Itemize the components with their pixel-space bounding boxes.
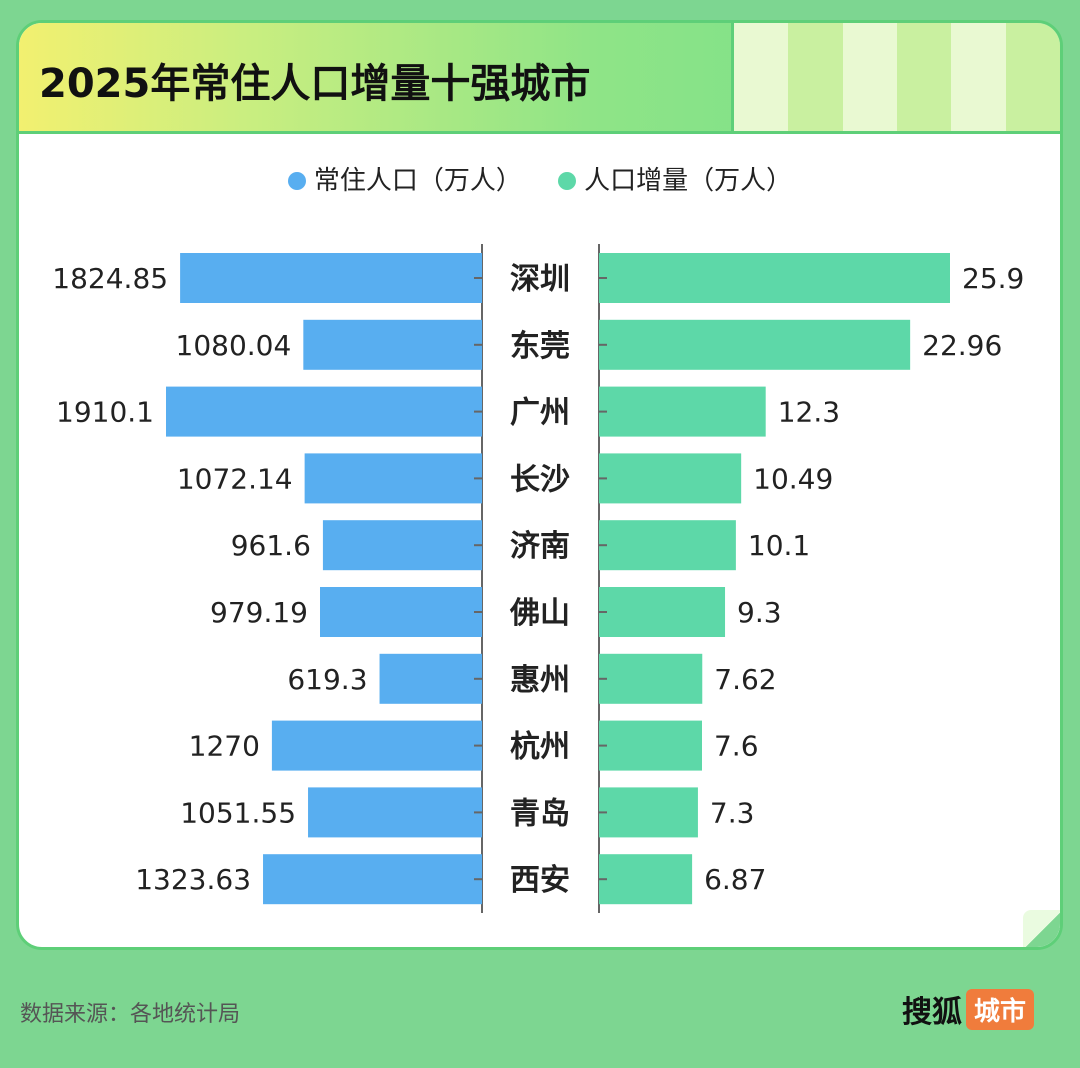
city-label: 东莞 xyxy=(510,329,570,364)
chart-card: 2025年常住人口增量十强城市 xyxy=(16,20,1063,950)
population-value-label: 1080.04 xyxy=(176,329,292,362)
population-bar xyxy=(322,520,482,571)
population-value-label: 1051.55 xyxy=(180,796,296,829)
population-value-label: 1910.1 xyxy=(56,396,154,429)
increase-value-label: 25.9 xyxy=(962,262,1024,295)
increase-value-label: 7.3 xyxy=(710,796,755,829)
population-value-label: 1323.63 xyxy=(135,863,251,896)
increase-bar xyxy=(599,653,703,704)
increase-value-label: 22.96 xyxy=(922,329,1002,362)
population-bar xyxy=(180,253,482,303)
population-bar xyxy=(304,453,482,504)
population-bar xyxy=(303,319,482,370)
legend-label-population: 常住人口（万人） xyxy=(313,166,522,196)
increase-value-label: 6.87 xyxy=(704,863,766,896)
population-bar xyxy=(379,653,482,704)
increase-value-label: 10.1 xyxy=(748,529,810,562)
brand-logo: 搜狐 城市 xyxy=(902,988,1035,1030)
source-note: 数据来源：各地统计局 xyxy=(20,1002,241,1027)
population-bar xyxy=(320,587,482,637)
population-value-label: 1270 xyxy=(189,730,260,763)
brand-tag: 城市 xyxy=(966,988,1035,1030)
population-value-label: 979.19 xyxy=(210,596,308,629)
legend-label-increase: 人口增量（万人） xyxy=(584,166,793,196)
city-label: 济南 xyxy=(510,529,570,564)
increase-bar xyxy=(599,587,726,637)
legend-dot-population xyxy=(287,172,306,190)
population-value-label: 961.6 xyxy=(231,529,311,562)
city-label: 杭州 xyxy=(510,730,570,765)
increase-bar xyxy=(599,319,911,370)
increase-bar xyxy=(599,787,698,838)
legend-item-increase: 人口增量（万人） xyxy=(558,160,792,197)
population-value-label: 1824.85 xyxy=(52,262,168,295)
legend-dot-increase xyxy=(558,172,577,190)
increase-value-label: 12.3 xyxy=(778,396,840,429)
population-bar xyxy=(271,720,482,771)
brand-name: 搜狐 xyxy=(902,995,962,1030)
increase-bar xyxy=(599,520,736,571)
increase-value-label: 9.3 xyxy=(737,596,782,629)
population-value-label: 1072.14 xyxy=(177,462,293,495)
legend-item-population: 常住人口（万人） xyxy=(287,160,522,197)
city-label: 西安 xyxy=(510,863,570,898)
increase-value-label: 10.49 xyxy=(753,462,833,495)
legend: 常住人口（万人） 人口增量（万人） xyxy=(0,160,1080,197)
population-bar xyxy=(263,854,482,905)
header-band: 2025年常住人口增量十强城市 xyxy=(19,23,1060,134)
increase-value-label: 7.6 xyxy=(714,730,759,763)
page-fold-corner xyxy=(1023,910,1060,947)
chart-title: 2025年常住人口增量十强城市 xyxy=(39,61,591,107)
population-value-label: 619.3 xyxy=(287,663,367,696)
city-label: 深圳 xyxy=(510,262,570,297)
city-label: 佛山 xyxy=(509,596,570,631)
increase-bar xyxy=(599,453,742,504)
checker-decoration xyxy=(731,23,1060,131)
increase-bar xyxy=(599,720,702,771)
population-bar xyxy=(166,386,482,437)
city-label: 青岛 xyxy=(510,796,570,831)
city-label: 惠州 xyxy=(510,663,570,698)
city-label: 广州 xyxy=(510,396,570,431)
increase-bar xyxy=(599,386,766,437)
increase-bar xyxy=(599,854,693,905)
increase-value-label: 7.62 xyxy=(714,663,776,696)
population-bar xyxy=(308,787,482,838)
city-label: 长沙 xyxy=(510,462,570,497)
increase-bar xyxy=(599,253,950,303)
